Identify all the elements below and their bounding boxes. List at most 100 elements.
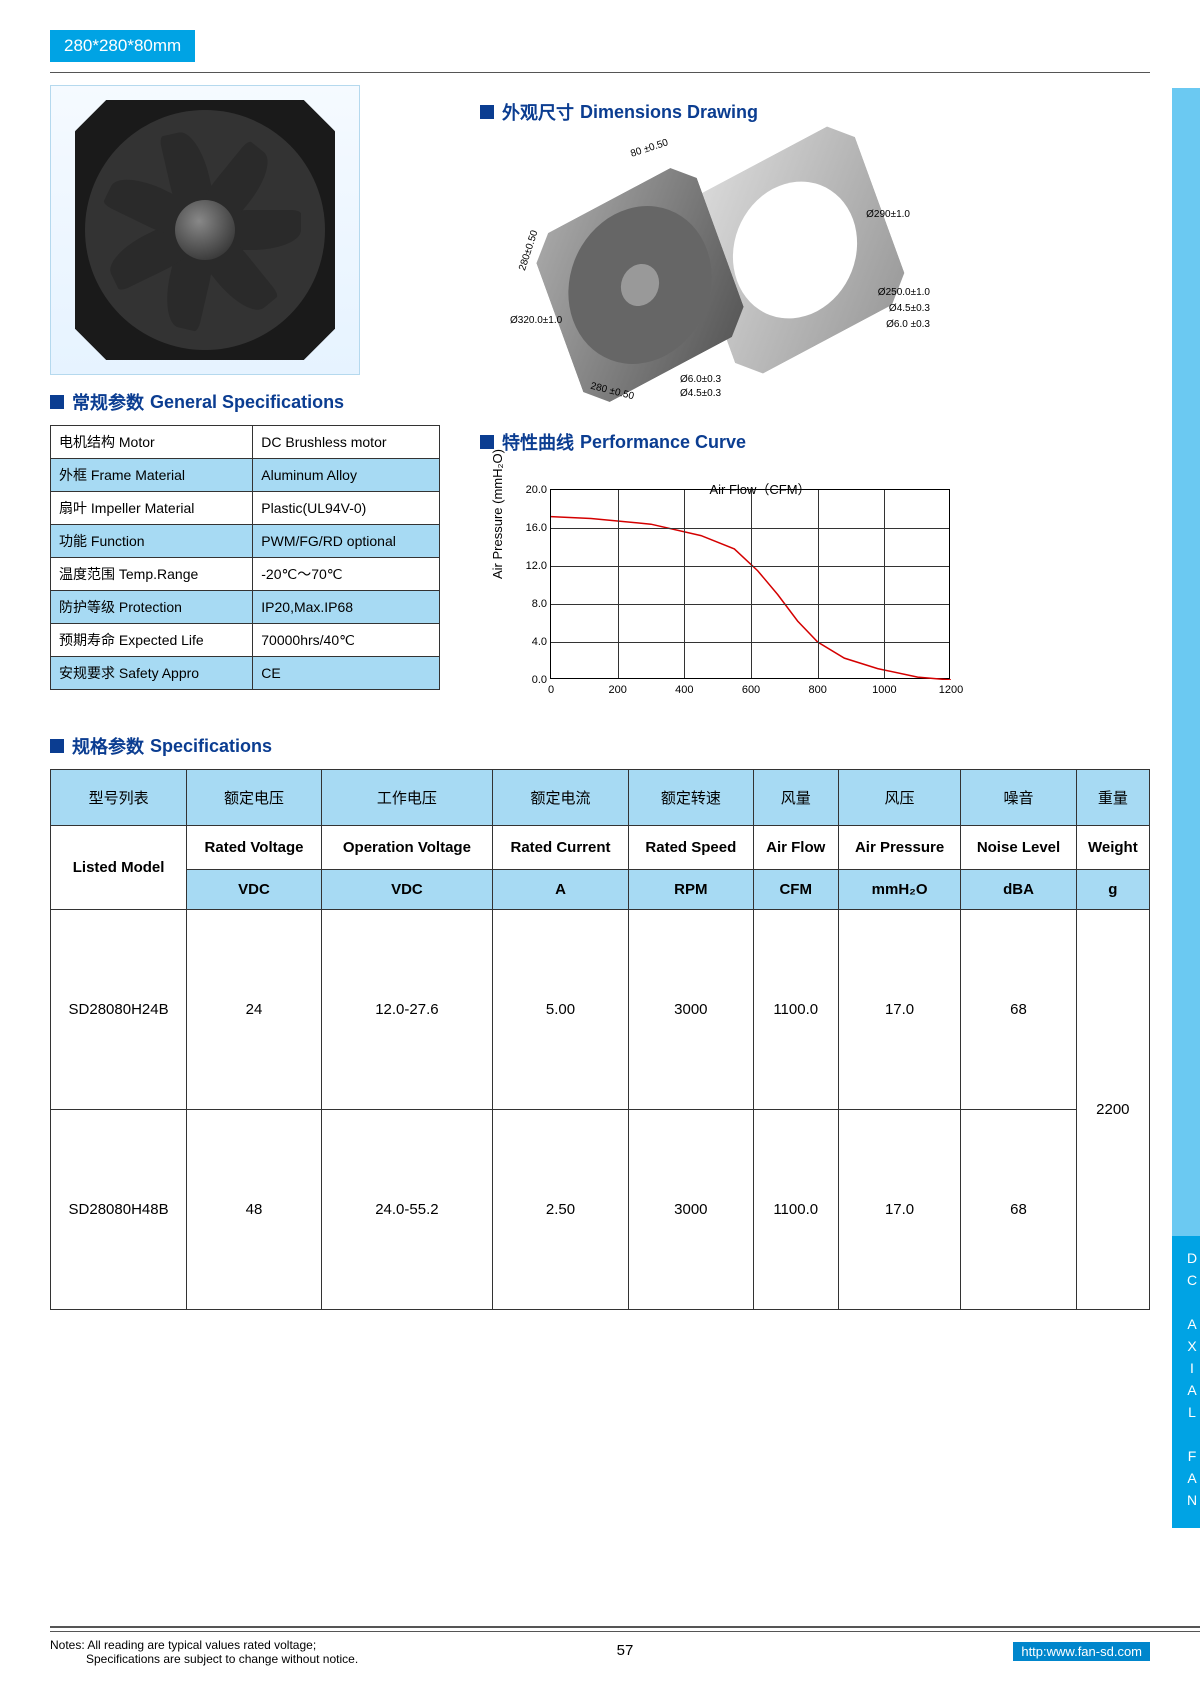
col-header-unit: g xyxy=(1076,870,1149,910)
general-specs-table: 电机结构 MotorDC Brushless motor外框 Frame Mat… xyxy=(50,425,440,690)
spec-label: 预期寿命 Expected Life xyxy=(51,624,253,657)
col-header-cn: 额定电压 xyxy=(187,770,322,826)
spec-cell: 1100.0 xyxy=(753,910,838,1110)
spec-value: -20℃～70℃ xyxy=(253,558,440,591)
square-bullet-icon xyxy=(480,105,494,119)
dim-label: Ø6.0±0.3 xyxy=(680,374,721,385)
x-tick-label: 1000 xyxy=(872,684,896,696)
col-header-en: Rated Current xyxy=(492,826,628,870)
spec-value: IP20,Max.IP68 xyxy=(253,591,440,624)
specifications-table: 型号列表额定电压工作电压额定电流额定转速风量风压噪音重量 Listed Model… xyxy=(50,769,1150,1310)
spec-cell: 3000 xyxy=(629,910,754,1110)
x-tick-label: 800 xyxy=(808,684,826,696)
col-header-cn: 风压 xyxy=(838,770,961,826)
spec-cell: 17.0 xyxy=(838,1110,961,1310)
col-header-unit: CFM xyxy=(753,870,838,910)
col-header-unit: A xyxy=(492,870,628,910)
x-tick-label: 1200 xyxy=(939,684,963,696)
x-tick-label: 600 xyxy=(742,684,760,696)
spec-cell: 12.0-27.6 xyxy=(321,910,492,1110)
spec-label: 功能 Function xyxy=(51,525,253,558)
title-cn: 常规参数 xyxy=(72,389,144,415)
spec-value: Aluminum Alloy xyxy=(253,459,440,492)
spec-label: 温度范围 Temp.Range xyxy=(51,558,253,591)
col-header-cn: 额定电流 xyxy=(492,770,628,826)
col-header-en: Listed Model xyxy=(51,826,187,910)
square-bullet-icon xyxy=(50,739,64,753)
col-header-en: Air Pressure xyxy=(838,826,961,870)
x-tick-label: 200 xyxy=(608,684,626,696)
col-header-en: Weight xyxy=(1076,826,1149,870)
side-category-label: DC AXIAL FAN xyxy=(1172,1236,1200,1528)
y-tick-label: 16.0 xyxy=(503,522,547,534)
col-header-cn: 噪音 xyxy=(961,770,1076,826)
y-tick-label: 0.0 xyxy=(503,674,547,686)
dim-label: 280±0.50 xyxy=(517,229,540,272)
col-header-en: Air Flow xyxy=(753,826,838,870)
dim-label: Ø250.0±1.0 xyxy=(878,287,930,298)
spec-cell: 2.50 xyxy=(492,1110,628,1310)
title-en: Dimensions Drawing xyxy=(580,102,758,123)
size-badge: 280*280*80mm xyxy=(50,30,195,62)
col-header-unit: RPM xyxy=(629,870,754,910)
spec-value: PWM/FG/RD optional xyxy=(253,525,440,558)
weight-cell: 2200 xyxy=(1076,910,1149,1310)
y-tick-label: 20.0 xyxy=(503,484,547,496)
title-en: Specifications xyxy=(150,736,272,757)
col-header-cn: 型号列表 xyxy=(51,770,187,826)
x-tick-label: 0 xyxy=(548,684,554,696)
spec-cell: 24 xyxy=(187,910,322,1110)
col-header-en: Rated Voltage xyxy=(187,826,322,870)
product-photo xyxy=(50,85,360,375)
section-dimensions-title: 外观尺寸 Dimensions Drawing xyxy=(480,99,1150,125)
col-header-cn: 工作电压 xyxy=(321,770,492,826)
page-number: 57 xyxy=(617,1642,634,1659)
col-header-cn: 重量 xyxy=(1076,770,1149,826)
section-performance-title: 特性曲线 Performance Curve xyxy=(480,429,1150,455)
col-header-cn: 额定转速 xyxy=(629,770,754,826)
x-tick-label: 400 xyxy=(675,684,693,696)
title-cn: 特性曲线 xyxy=(502,429,574,455)
spec-cell: 17.0 xyxy=(838,910,961,1110)
title-cn: 外观尺寸 xyxy=(502,99,574,125)
dimensions-drawing: 80 ±0.50 280±0.50 Ø320.0±1.0 280 ±0.50 Ø… xyxy=(480,135,940,415)
col-header-unit: dBA xyxy=(961,870,1076,910)
page-footer: Notes: All reading are typical values ra… xyxy=(50,1626,1200,1678)
spec-value: Plastic(UL94V-0) xyxy=(253,492,440,525)
dim-label: Ø6.0 ±0.3 xyxy=(886,319,930,330)
spec-label: 外框 Frame Material xyxy=(51,459,253,492)
spec-cell: 68 xyxy=(961,910,1076,1110)
square-bullet-icon xyxy=(50,395,64,409)
spec-value: DC Brushless motor xyxy=(253,426,440,459)
col-header-unit: VDC xyxy=(187,870,322,910)
square-bullet-icon xyxy=(480,435,494,449)
divider xyxy=(50,72,1150,73)
spec-label: 安规要求 Safety Appro xyxy=(51,657,253,690)
section-specs-title: 规格参数 Specifications xyxy=(50,733,1150,759)
spec-label: 防护等级 Protection xyxy=(51,591,253,624)
spec-cell: 5.00 xyxy=(492,910,628,1110)
spec-label: 扇叶 Impeller Material xyxy=(51,492,253,525)
col-header-unit: VDC xyxy=(321,870,492,910)
spec-cell: 3000 xyxy=(629,1110,754,1310)
dim-label: Ø320.0±1.0 xyxy=(510,315,562,326)
dim-label: Ø4.5±0.3 xyxy=(889,303,930,314)
spec-cell: 24.0-55.2 xyxy=(321,1110,492,1310)
spec-cell: 48 xyxy=(187,1110,322,1310)
title-cn: 规格参数 xyxy=(72,733,144,759)
spec-cell: SD28080H24B xyxy=(51,910,187,1110)
performance-chart: Air Pressure (mmH₂O) 0200400600800100012… xyxy=(500,479,970,719)
dim-label: Ø4.5±0.3 xyxy=(680,388,721,399)
footer-url: http:www.fan-sd.com xyxy=(1013,1642,1150,1661)
col-header-cn: 风量 xyxy=(753,770,838,826)
col-header-en: Noise Level xyxy=(961,826,1076,870)
col-header-en: Operation Voltage xyxy=(321,826,492,870)
section-general-title: 常规参数 General Specifications xyxy=(50,389,440,415)
title-en: Performance Curve xyxy=(580,432,746,453)
dim-label: Ø290±1.0 xyxy=(866,209,910,220)
col-header-en: Rated Speed xyxy=(629,826,754,870)
spec-cell: 1100.0 xyxy=(753,1110,838,1310)
spec-value: CE xyxy=(253,657,440,690)
spec-cell: 68 xyxy=(961,1110,1076,1310)
y-tick-label: 4.0 xyxy=(503,636,547,648)
